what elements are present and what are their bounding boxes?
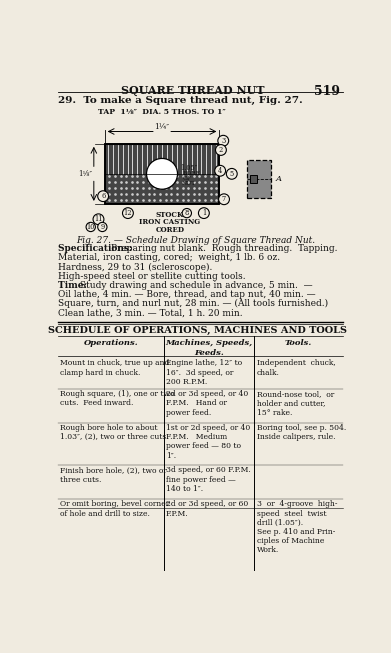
Text: BORE: BORE	[182, 171, 200, 176]
Text: 29.  To make a Square thread nut, Fig. 27.: 29. To make a Square thread nut, Fig. 27…	[58, 96, 303, 105]
Text: NUT: NUT	[182, 181, 196, 185]
Text: 2d or 3d speed, or 40
F.P.M.   Hand or
power feed.: 2d or 3d speed, or 40 F.P.M. Hand or pow…	[166, 390, 248, 417]
Text: 3  or  4-groove  high-
speed  steel  twist
drill (1.05″).
See p. 410 and Prin-
c: 3 or 4-groove high- speed steel twist dr…	[256, 500, 337, 554]
Text: 1st or 2d speed, or 40
F.P.M.   Medium
power feed — 80 to
1″.: 1st or 2d speed, or 40 F.P.M. Medium pow…	[166, 424, 250, 460]
Circle shape	[147, 159, 178, 189]
Text: Finish bore hole, (2), two or
three cuts.: Finish bore hole, (2), two or three cuts…	[61, 466, 167, 484]
Text: Preparing nut blank.  Rough threading.  Tapping.: Preparing nut blank. Rough threading. Ta…	[108, 244, 338, 253]
Text: 1.05″: 1.05″	[181, 164, 198, 172]
Text: 11: 11	[94, 215, 103, 223]
Text: 3: 3	[221, 136, 225, 145]
Text: 519: 519	[314, 84, 339, 97]
Text: 7: 7	[222, 195, 226, 203]
Text: Study drawing and schedule in advance, 5 min.  —: Study drawing and schedule in advance, 5…	[77, 281, 313, 290]
Text: 8: 8	[185, 209, 189, 217]
Circle shape	[199, 208, 209, 219]
Text: Operations.: Operations.	[84, 340, 138, 347]
Circle shape	[98, 191, 109, 202]
Bar	[246, 160, 271, 199]
Text: 5: 5	[230, 170, 234, 178]
Text: Independent  chuck,
chalk.: Independent chuck, chalk.	[256, 359, 335, 377]
Text: Machines, Speeds,
Feeds.: Machines, Speeds, Feeds.	[165, 340, 253, 357]
Text: 1⅛″: 1⅛″	[78, 170, 92, 178]
Text: Tools.: Tools.	[285, 340, 312, 347]
Text: OF: OF	[182, 176, 191, 181]
Text: Fig. 27. — Schedule Drawing of Square Thread Nut.: Fig. 27. — Schedule Drawing of Square Th…	[77, 236, 316, 246]
Text: 3d speed, or 60 F.P.M.
fine power feed —
140 to 1″.: 3d speed, or 60 F.P.M. fine power feed —…	[166, 466, 251, 493]
Text: Hardness, 29 to 31 (scleroscope).: Hardness, 29 to 31 (scleroscope).	[58, 263, 213, 272]
Text: Engine lathe, 12″ to
16″.  3d speed, or
200 R.P.M.: Engine lathe, 12″ to 16″. 3d speed, or 2…	[166, 359, 242, 386]
Text: SCHEDULE OF OPERATIONS, MACHINES AND TOOLS: SCHEDULE OF OPERATIONS, MACHINES AND TOO…	[48, 326, 347, 334]
Text: Material, iron casting, cored;  weight, 1 lb. 6 oz.: Material, iron casting, cored; weight, 1…	[58, 253, 280, 262]
Circle shape	[226, 168, 237, 179]
Text: Square, turn, and nurl nut, 28 min. — (All tools furnished.): Square, turn, and nurl nut, 28 min. — (A…	[58, 299, 328, 308]
Text: 9: 9	[100, 223, 104, 231]
Circle shape	[215, 165, 226, 176]
Bar	[105, 144, 219, 204]
Circle shape	[98, 223, 107, 232]
Text: 1: 1	[202, 209, 206, 217]
Circle shape	[122, 208, 133, 219]
Text: 1¼″: 1¼″	[154, 123, 170, 131]
Text: 6: 6	[101, 192, 105, 200]
Text: 10: 10	[86, 223, 95, 231]
Text: TAP  1⅛″  DIA. 5 THOS. TO 1″: TAP 1⅛″ DIA. 5 THOS. TO 1″	[98, 108, 226, 116]
Text: 2d or 3d speed, or 60
F.P.M.: 2d or 3d speed, or 60 F.P.M.	[166, 500, 248, 518]
Text: Oil lathe, 4 min. — Bore, thread, and tap nut, 40 min. —: Oil lathe, 4 min. — Bore, thread, and ta…	[58, 290, 316, 299]
Text: 4: 4	[218, 167, 222, 175]
Text: IRON CASTING: IRON CASTING	[139, 218, 200, 227]
Text: Or omit boring, bevel corner
of hole and drill to size.: Or omit boring, bevel corner of hole and…	[61, 500, 170, 518]
Text: High-speed steel or stellite cutting tools.: High-speed steel or stellite cutting too…	[58, 272, 246, 281]
Bar	[105, 144, 219, 204]
Bar	[249, 176, 257, 183]
Text: SQUARE THREAD NUT: SQUARE THREAD NUT	[120, 84, 264, 95]
Text: CORED: CORED	[155, 226, 184, 234]
Circle shape	[86, 223, 95, 232]
Text: 12: 12	[124, 209, 132, 217]
Circle shape	[219, 194, 230, 204]
Circle shape	[218, 135, 229, 146]
Text: A: A	[275, 175, 281, 183]
Text: Rough bore hole to about
1.03″, (2), two or three cuts.: Rough bore hole to about 1.03″, (2), two…	[61, 424, 169, 441]
Text: Mount in chuck, true up and
clamp hard in chuck.: Mount in chuck, true up and clamp hard i…	[61, 359, 170, 377]
Text: Specifications:: Specifications:	[58, 244, 136, 253]
Text: Round-nose tool,  or
holder and cutter,
15° rake.: Round-nose tool, or holder and cutter, 1…	[256, 390, 334, 417]
Text: STOCK: STOCK	[156, 211, 184, 219]
Circle shape	[182, 208, 192, 217]
Text: Rough square, (1), one or two
cuts.  Feed inward.: Rough square, (1), one or two cuts. Feed…	[61, 390, 175, 407]
Circle shape	[93, 214, 104, 225]
Circle shape	[215, 144, 226, 155]
Text: 2: 2	[219, 146, 223, 154]
Text: Time:: Time:	[58, 281, 90, 290]
Text: Boring tool, see p. 504.
Inside calipers, rule.: Boring tool, see p. 504. Inside calipers…	[256, 424, 346, 441]
Text: Clean lathe, 3 min. — Total, 1 h. 20 min.: Clean lathe, 3 min. — Total, 1 h. 20 min…	[58, 309, 243, 317]
